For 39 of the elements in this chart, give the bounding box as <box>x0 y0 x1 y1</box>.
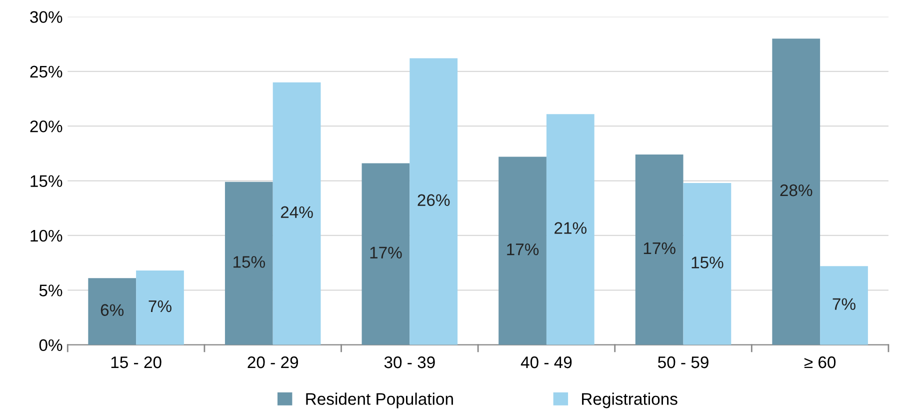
data-label: 24% <box>280 206 313 218</box>
bar <box>88 278 136 345</box>
y-tick-label: 25% <box>30 66 62 78</box>
bar <box>410 58 458 345</box>
bar <box>272 82 321 345</box>
x-tick-label: 40 - 49 <box>520 356 572 368</box>
data-label: 17% <box>507 244 539 256</box>
bar <box>820 266 868 345</box>
y-tick-label: 5% <box>39 284 62 296</box>
x-tick-label: 30 - 39 <box>384 356 435 368</box>
bar <box>498 156 546 345</box>
y-tick-label: 0% <box>39 339 62 352</box>
bar <box>683 182 732 345</box>
y-tick-label: 30% <box>30 11 62 23</box>
bar <box>224 182 273 345</box>
y-tick-label: 20% <box>30 120 62 132</box>
x-tick-label: 20 - 29 <box>248 356 298 368</box>
bar <box>772 38 820 345</box>
x-tick-label: 15 - 20 <box>111 356 162 368</box>
data-label: 28% <box>780 184 812 196</box>
data-label: 17% <box>644 242 676 254</box>
legend-label: Resident Population <box>306 392 453 408</box>
bar <box>635 154 684 345</box>
y-tick-label: 10% <box>30 230 62 242</box>
data-label: 7% <box>148 300 172 312</box>
data-label: 21% <box>554 222 586 234</box>
data-label: 7% <box>832 298 856 310</box>
bar <box>136 270 184 345</box>
data-label: 15% <box>692 256 724 268</box>
data-label: 26% <box>418 194 450 206</box>
x-tick-label: 50 - 59 <box>658 356 708 368</box>
bar <box>546 114 594 345</box>
y-tick-label: 15% <box>30 175 62 187</box>
data-label: 6% <box>100 304 124 316</box>
data-label: 17% <box>370 246 402 258</box>
x-tick-label: ≥ 60 <box>804 356 836 368</box>
legend-label: Registrations <box>582 392 678 408</box>
data-label: 15% <box>234 256 265 268</box>
bar <box>362 163 410 345</box>
